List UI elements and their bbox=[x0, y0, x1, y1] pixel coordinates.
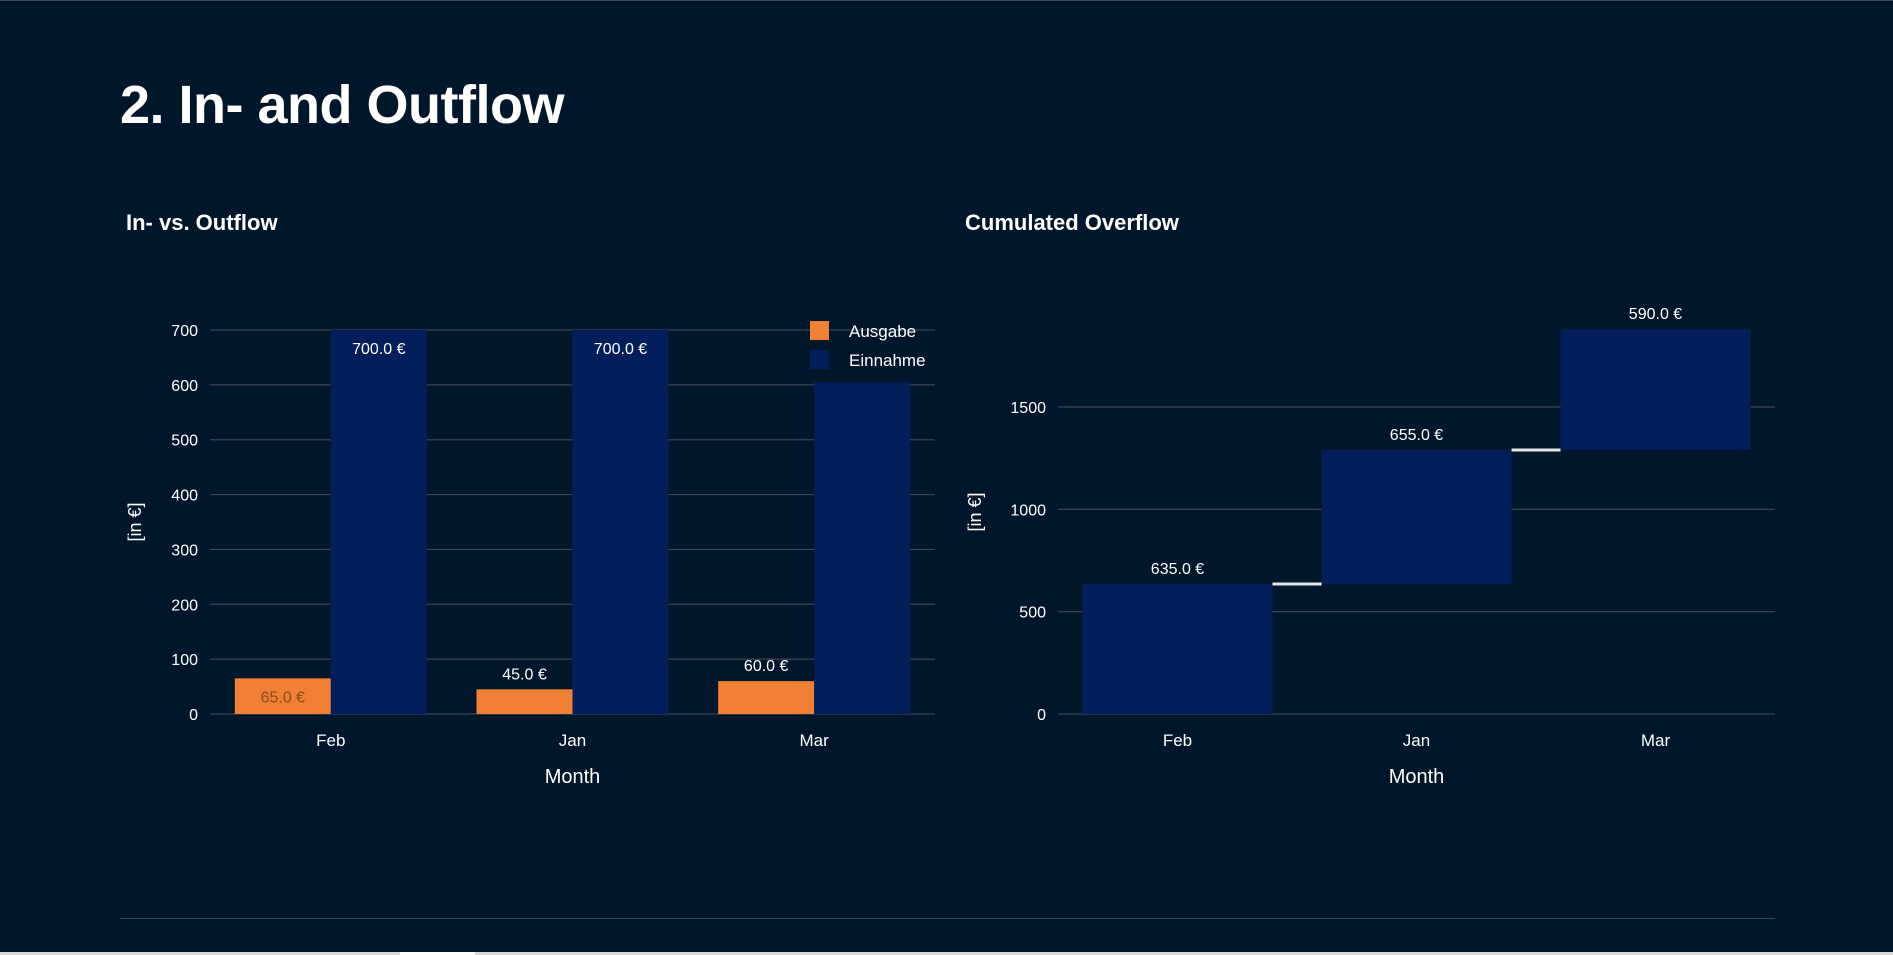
data-label-ausgabe: 45.0 € bbox=[502, 666, 547, 683]
waterfall-bar bbox=[1321, 449, 1512, 585]
data-label: 635.0 € bbox=[1151, 561, 1204, 578]
data-label-einnahme: 700.0 € bbox=[594, 341, 647, 358]
y-tick-label: 100 bbox=[171, 652, 198, 669]
y-axis-label: [in €] bbox=[125, 502, 145, 541]
x-tick-label: Mar bbox=[1641, 731, 1671, 750]
data-label: 655.0 € bbox=[1390, 427, 1443, 444]
x-tick-label: Jan bbox=[1403, 731, 1430, 750]
y-tick-label: 400 bbox=[171, 488, 198, 505]
chart-title-inflow-outflow: In- vs. Outflow bbox=[126, 210, 278, 235]
y-axis-label: [in €] bbox=[965, 492, 985, 531]
data-label: 590.0 € bbox=[1629, 306, 1682, 323]
x-tick-label: Feb bbox=[316, 731, 345, 750]
chart-title-cumulated-overflow: Cumulated Overflow bbox=[965, 210, 1179, 235]
x-axis-label: Month bbox=[545, 766, 601, 788]
data-label-ausgabe: 60.0 € bbox=[744, 658, 789, 675]
bar-ausgabe bbox=[718, 681, 815, 714]
top-rule bbox=[0, 0, 1893, 1]
waterfall-bar bbox=[1082, 584, 1273, 714]
y-tick-label: 600 bbox=[171, 378, 198, 395]
data-label-einnahme: 700.0 € bbox=[352, 341, 405, 358]
legend-swatch-ausgabe bbox=[810, 321, 829, 340]
y-tick-label: 1500 bbox=[1010, 400, 1046, 417]
y-tick-label: 200 bbox=[171, 597, 198, 614]
bar-einnahme bbox=[814, 382, 911, 714]
legend-label-einnahme: Einnahme bbox=[849, 351, 926, 370]
y-tick-label: 0 bbox=[189, 707, 198, 724]
bar-einnahme bbox=[330, 330, 427, 714]
x-axis-label: Month bbox=[1389, 766, 1445, 788]
bottom-strip-tab bbox=[400, 952, 475, 955]
y-tick-label: 700 bbox=[171, 323, 198, 340]
bar-einnahme bbox=[572, 330, 669, 714]
bar-ausgabe bbox=[476, 689, 573, 714]
y-tick-label: 1000 bbox=[1010, 502, 1046, 519]
footer-rule bbox=[120, 918, 1775, 919]
y-tick-label: 0 bbox=[1037, 707, 1046, 724]
x-tick-label: Jan bbox=[559, 731, 586, 750]
x-tick-label: Mar bbox=[800, 731, 830, 750]
waterfall-bar bbox=[1560, 329, 1751, 450]
legend-label-ausgabe: Ausgabe bbox=[849, 322, 916, 341]
y-tick-label: 500 bbox=[1019, 605, 1046, 622]
x-tick-label: Feb bbox=[1163, 731, 1192, 750]
y-tick-label: 300 bbox=[171, 542, 198, 559]
data-label-ausgabe: 65.0 € bbox=[261, 689, 306, 706]
legend-swatch-einnahme bbox=[810, 350, 829, 369]
page-title: 2. In- and Outflow bbox=[120, 75, 564, 135]
bottom-scroll-strip bbox=[0, 952, 1893, 955]
y-tick-label: 500 bbox=[171, 433, 198, 450]
bar-ausgabe bbox=[234, 678, 331, 714]
